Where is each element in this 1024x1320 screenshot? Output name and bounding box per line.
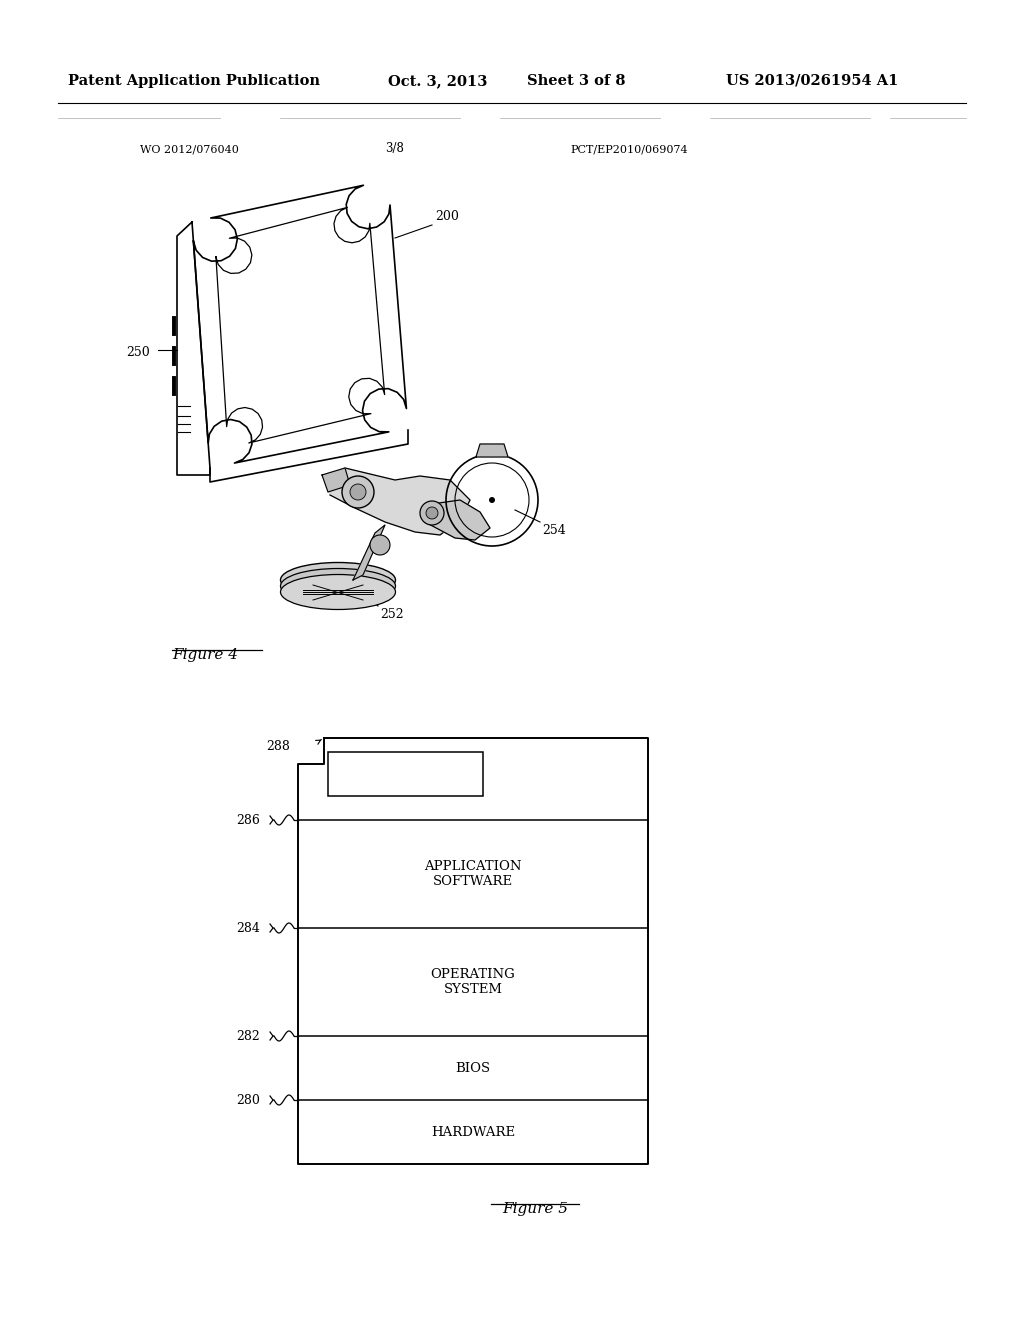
Text: Figure 5: Figure 5 xyxy=(502,1203,568,1216)
Circle shape xyxy=(489,498,495,503)
Text: BIOS: BIOS xyxy=(456,1061,490,1074)
Circle shape xyxy=(420,502,444,525)
Text: 254: 254 xyxy=(542,524,565,537)
Text: WO 2012/076040: WO 2012/076040 xyxy=(140,145,239,154)
Circle shape xyxy=(350,484,366,500)
Text: Figure 4: Figure 4 xyxy=(172,648,238,663)
Polygon shape xyxy=(476,444,508,457)
Circle shape xyxy=(342,477,374,508)
Ellipse shape xyxy=(281,562,395,598)
Text: 284: 284 xyxy=(237,921,260,935)
Polygon shape xyxy=(322,469,350,492)
Text: HARDWARE: HARDWARE xyxy=(431,1126,515,1138)
Polygon shape xyxy=(353,525,385,579)
Polygon shape xyxy=(425,500,490,540)
Text: US 2013/0261954 A1: US 2013/0261954 A1 xyxy=(726,74,898,88)
Text: 286: 286 xyxy=(237,813,260,826)
Text: APPLICATION
SOFTWARE: APPLICATION SOFTWARE xyxy=(424,861,522,888)
Text: 250: 250 xyxy=(126,346,150,359)
Circle shape xyxy=(370,535,390,554)
Ellipse shape xyxy=(281,574,395,610)
Text: OPERATING
SYSTEM: OPERATING SYSTEM xyxy=(431,968,515,997)
Text: 288: 288 xyxy=(266,741,290,752)
Text: 252: 252 xyxy=(380,609,403,620)
Text: 3/8: 3/8 xyxy=(386,143,404,154)
Text: 280: 280 xyxy=(237,1093,260,1106)
Text: 200: 200 xyxy=(435,210,459,223)
Text: PCT/EP2010/069074: PCT/EP2010/069074 xyxy=(570,145,688,154)
Bar xyxy=(328,752,483,796)
Text: Patent Application Publication: Patent Application Publication xyxy=(68,74,319,88)
Ellipse shape xyxy=(281,569,395,603)
Text: Oct. 3, 2013: Oct. 3, 2013 xyxy=(388,74,487,88)
Circle shape xyxy=(426,507,438,519)
Text: Sheet 3 of 8: Sheet 3 of 8 xyxy=(527,74,626,88)
Polygon shape xyxy=(330,469,470,535)
Text: 282: 282 xyxy=(237,1030,260,1043)
